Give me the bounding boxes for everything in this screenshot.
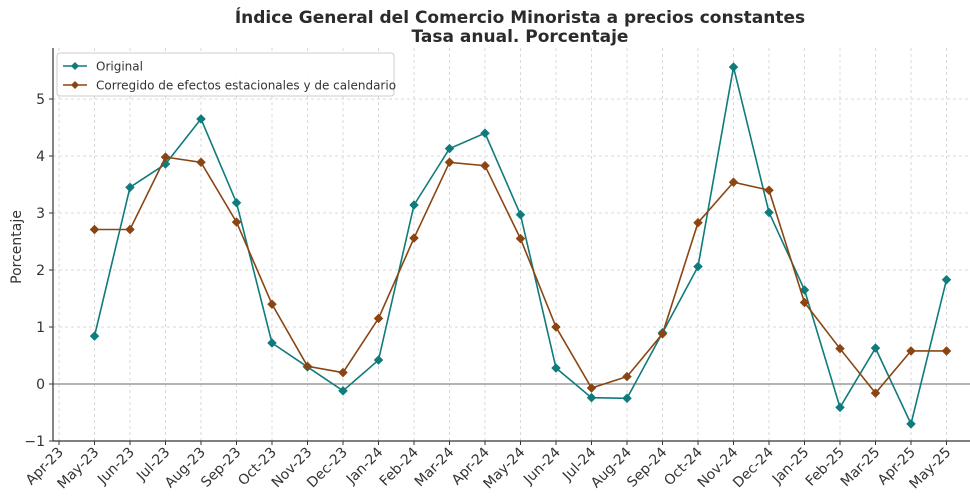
y-tick-label: −1 xyxy=(24,434,45,450)
data-point xyxy=(799,285,810,295)
data-point xyxy=(338,385,348,396)
x-tick-label: Sep-24 xyxy=(624,444,670,490)
data-point xyxy=(728,177,739,188)
data-point xyxy=(906,346,916,356)
data-point xyxy=(693,217,703,228)
data-point xyxy=(338,367,348,378)
legend-marker xyxy=(71,62,79,70)
data-point xyxy=(125,182,135,193)
data-point xyxy=(89,224,100,235)
y-tick-label: 1 xyxy=(36,320,45,336)
data-point xyxy=(622,371,632,382)
y-tick-label: 4 xyxy=(36,149,45,165)
data-point xyxy=(267,338,277,348)
x-tick-label: Mar-24 xyxy=(412,444,458,490)
data-point xyxy=(799,297,810,308)
data-point xyxy=(196,114,206,124)
chart-subtitle: Tasa anual. Porcentaje xyxy=(411,27,629,47)
data-point xyxy=(835,402,845,413)
data-point xyxy=(302,361,313,372)
data-point xyxy=(515,233,526,244)
y-tick-label: 3 xyxy=(36,206,45,222)
data-point xyxy=(870,343,881,353)
x-tick-label: Jun-23 xyxy=(94,445,138,489)
data-point xyxy=(764,207,774,218)
data-point xyxy=(409,233,419,243)
data-point xyxy=(551,322,561,332)
data-point xyxy=(231,217,242,227)
data-point xyxy=(89,331,100,341)
data-point xyxy=(231,197,242,208)
data-point xyxy=(444,157,455,168)
y-tick-label: 2 xyxy=(36,263,45,279)
x-tick-label: Jun-24 xyxy=(520,444,564,488)
x-tick-label: Dec-24 xyxy=(730,444,777,491)
data-point xyxy=(444,143,455,154)
x-tick-label: Dec-23 xyxy=(304,445,351,492)
x-tick-label: Sep-23 xyxy=(198,445,244,491)
data-point xyxy=(125,224,135,235)
x-tick-label: Mar-25 xyxy=(838,445,884,491)
data-point xyxy=(586,383,597,393)
data-point xyxy=(480,128,490,139)
data-point xyxy=(941,346,952,356)
data-point xyxy=(551,363,561,373)
data-point xyxy=(480,160,490,171)
data-point xyxy=(267,299,277,310)
data-point xyxy=(657,328,668,339)
data-point xyxy=(835,343,845,354)
data-point xyxy=(586,392,597,403)
legend-marker xyxy=(71,81,79,89)
data-point xyxy=(693,261,703,272)
data-point xyxy=(515,209,526,220)
legend-label: Original xyxy=(96,60,143,74)
chart-title: Índice General del Comercio Minorista a … xyxy=(234,8,806,28)
legend-label: Corregido de efectos estacionales y de c… xyxy=(96,79,396,93)
data-point xyxy=(906,419,916,429)
legend-box xyxy=(56,52,395,97)
data-point xyxy=(870,388,881,398)
data-point xyxy=(373,355,384,365)
data-point xyxy=(941,274,952,285)
data-point xyxy=(409,200,419,210)
data-point xyxy=(373,313,384,324)
data-point xyxy=(622,393,632,404)
data-point xyxy=(196,157,206,168)
y-axis-label: Porcentaje xyxy=(9,210,25,284)
data-point xyxy=(160,152,171,162)
data-point xyxy=(764,185,774,196)
data-point xyxy=(728,62,739,72)
y-tick-label: 0 xyxy=(36,377,45,393)
y-tick-label: 5 xyxy=(36,92,45,108)
